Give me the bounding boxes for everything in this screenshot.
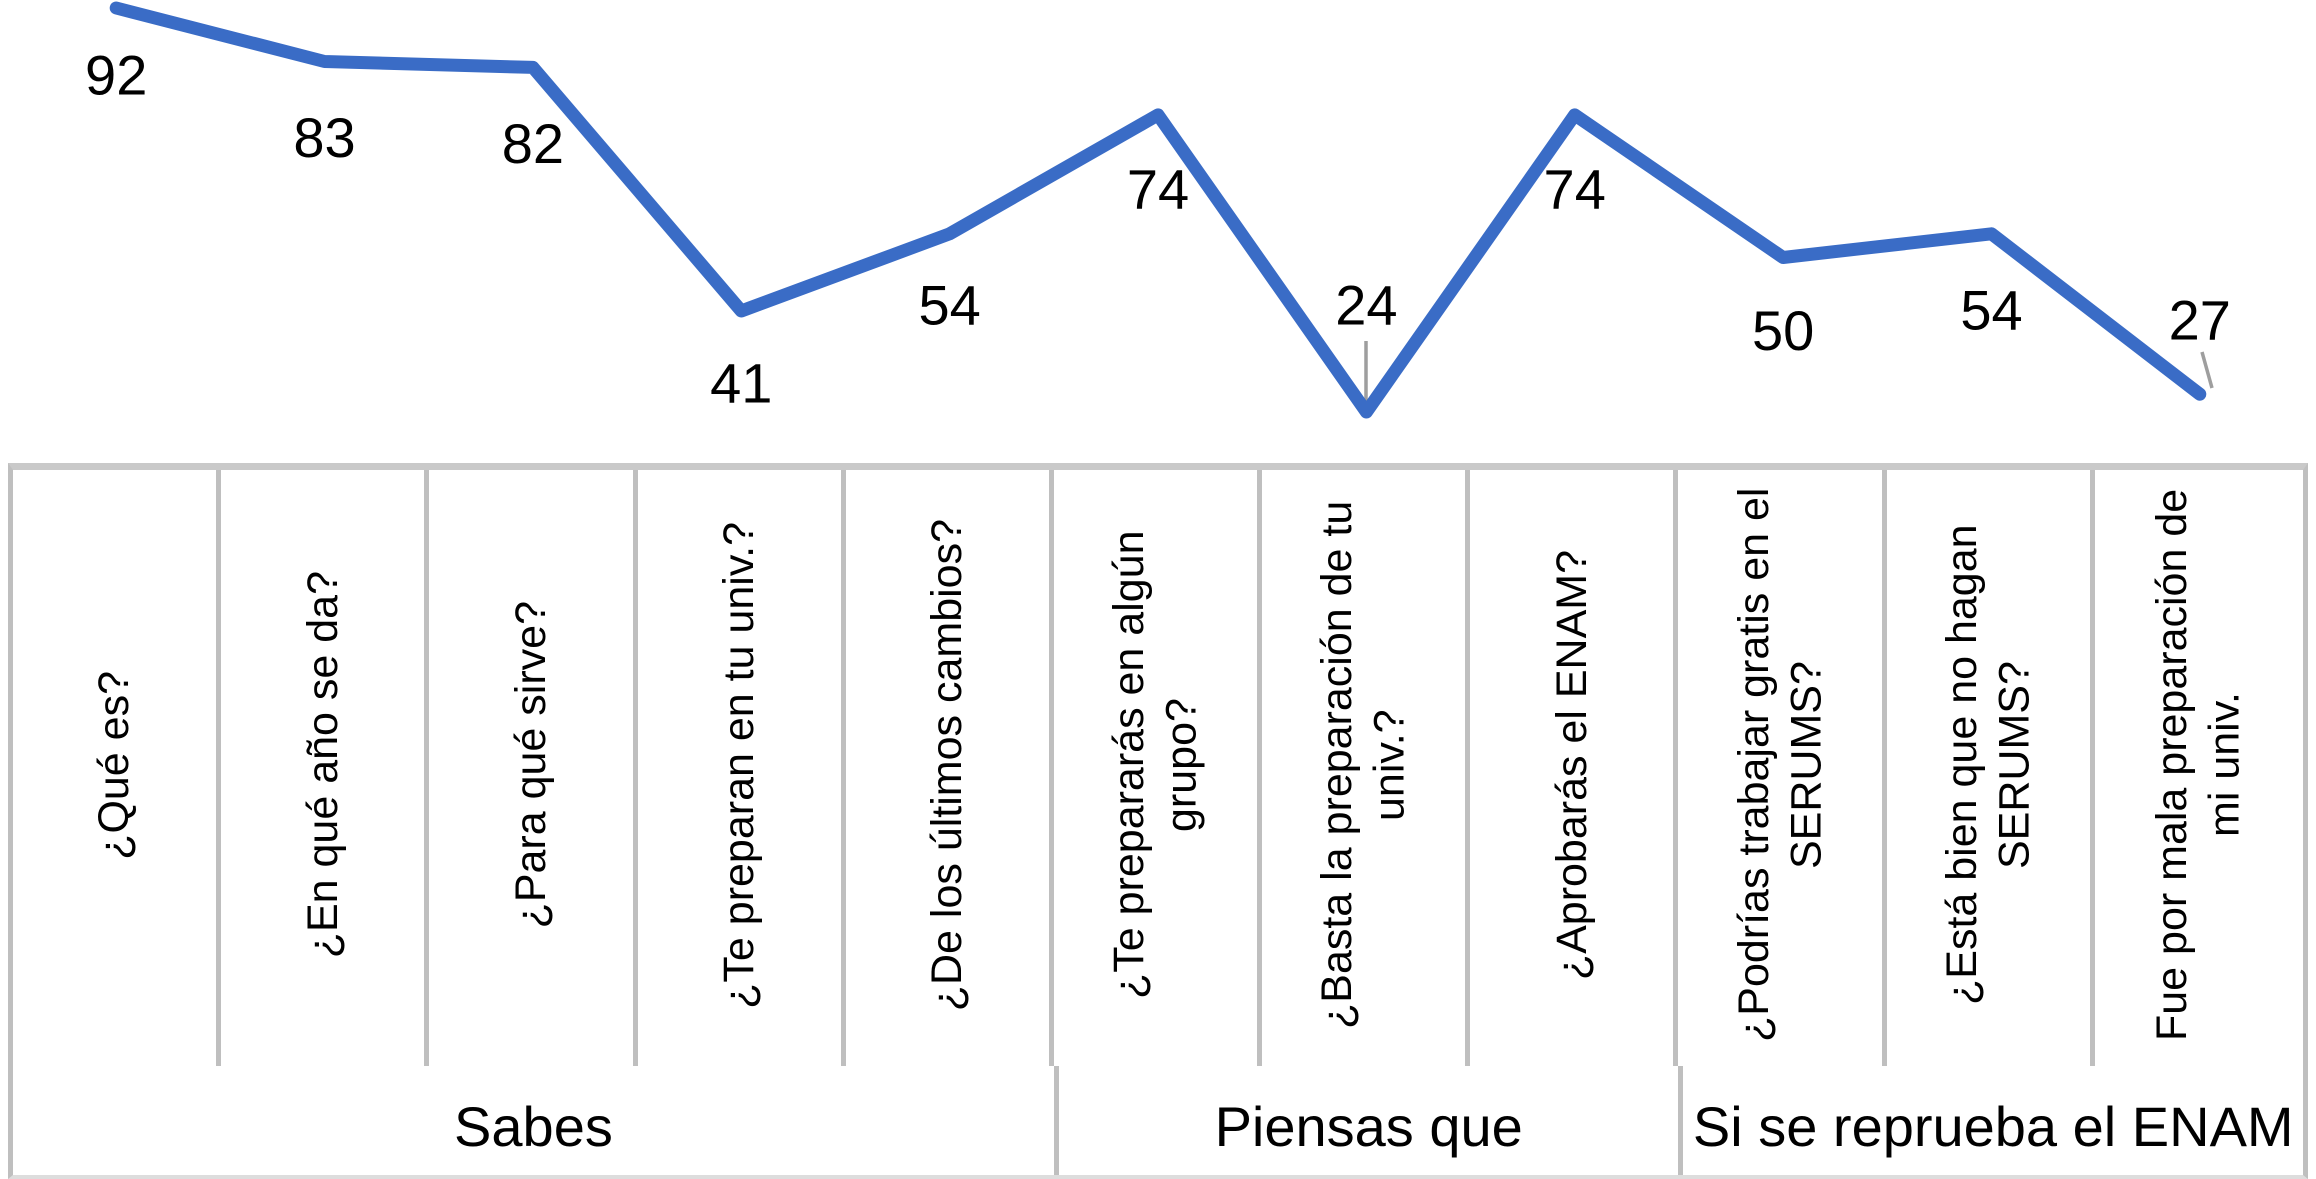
group-cell: Sabes: [13, 1066, 1054, 1175]
leader-lines: [1364, 341, 2214, 406]
question-label: ¿Para qué sirve?: [506, 601, 555, 929]
question-cell: ¿Te preparan en tu univ.?: [638, 470, 846, 1066]
question-cell: ¿De los últimos cambios?: [846, 470, 1054, 1066]
trend-line: [109, 1, 2207, 419]
question-cell: ¿Podrías trabajar gratis en el SERUMS?: [1678, 470, 1887, 1066]
question-cell: ¿Aprobarás el ENAM?: [1470, 470, 1679, 1066]
question-table: ¿Qué es? ¿En qué año se da? ¿Para qué sirv…: [8, 463, 2308, 1179]
question-label: ¿Qué es?: [90, 670, 139, 860]
question-label: ¿En qué año se da?: [298, 571, 347, 959]
question-label: ¿Te prepararás en algún grupo?: [1105, 530, 1206, 1000]
data-label: 74: [1544, 157, 1606, 220]
question-cell: Fue por mala preparación de mi univ.: [2095, 470, 2303, 1066]
question-label: ¿Aprobarás el ENAM?: [1547, 549, 1596, 981]
label-leader-line: [2200, 351, 2214, 389]
group-cell: Piensas que: [1053, 1066, 1679, 1175]
question-cell: ¿En qué año se da?: [221, 470, 430, 1066]
question-label: ¿Basta la preparación de tu univ.?: [1313, 500, 1414, 1030]
data-label: 50: [1752, 299, 1814, 362]
question-label: ¿Podrías trabajar gratis en el SERUMS?: [1729, 487, 1831, 1043]
question-cell: ¿Te prepararás en algún grupo?: [1054, 470, 1263, 1066]
question-cell: ¿Está bien que no hagan SERUMS?: [1887, 470, 2095, 1066]
data-labels: 92 83 82 41 54 74 24 74 50 54 27: [85, 44, 2231, 415]
data-label: 74: [1127, 157, 1189, 220]
data-label: 41: [710, 352, 772, 415]
question-label: ¿Te preparan en tu univ.?: [714, 521, 763, 1009]
question-label: ¿Está bien que no hagan SERUMS?: [1937, 524, 2039, 1006]
group-label: Piensas que: [1214, 1095, 1523, 1158]
question-label: ¿De los últimos cambios?: [923, 518, 972, 1012]
question-label: Fue por mala preparación de mi univ.: [2148, 488, 2249, 1042]
data-label: 27: [2169, 289, 2231, 352]
group-label: Sabes: [454, 1095, 613, 1158]
data-label: 54: [1960, 278, 2022, 341]
question-cell: ¿Basta la preparación de tu univ.?: [1262, 470, 1471, 1066]
data-label: 24: [1335, 274, 1397, 337]
data-label: 83: [293, 106, 355, 169]
group-cell: Si se reprueba el ENAM: [1678, 1066, 2303, 1175]
question-cell: ¿Qué es?: [13, 470, 222, 1066]
question-cell: ¿Para qué sirve?: [429, 470, 638, 1066]
data-label: 82: [502, 112, 564, 175]
data-label: 54: [918, 273, 980, 336]
data-label: 92: [85, 44, 147, 107]
group-label: Si se reprueba el ENAM: [1692, 1095, 2294, 1158]
